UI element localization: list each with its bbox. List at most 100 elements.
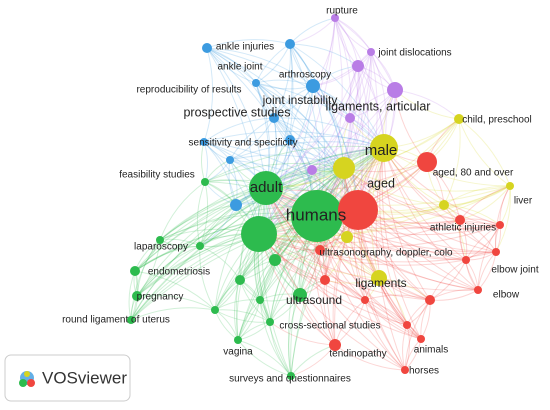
node [256, 296, 264, 304]
edge [130, 233, 260, 321]
edge [265, 185, 511, 206]
edge [406, 299, 431, 326]
edge [343, 167, 461, 221]
node [417, 152, 437, 172]
edge [289, 17, 336, 45]
node-label: endometriosis [148, 267, 210, 278]
node-label: athletic injuries [430, 223, 496, 234]
node [287, 372, 295, 380]
edge [199, 181, 209, 247]
edge [406, 299, 431, 326]
node-label: child, preschool [462, 115, 531, 126]
edge [265, 187, 406, 371]
node [235, 275, 245, 285]
edge [258, 233, 422, 340]
edge [206, 47, 275, 119]
edge [255, 82, 385, 149]
node [462, 256, 470, 264]
node [269, 254, 281, 266]
edge [289, 17, 336, 45]
edge [229, 117, 275, 161]
node-label: horses [409, 366, 439, 377]
edge [265, 17, 336, 189]
edge [265, 187, 431, 301]
edge [495, 185, 511, 253]
labels: rupture ankle injuries ankle joint arthrosc… [62, 6, 539, 385]
edge [343, 167, 497, 253]
edge [258, 233, 467, 266]
edge [203, 141, 237, 206]
edge [203, 117, 275, 143]
node [338, 190, 378, 230]
edge [265, 43, 293, 189]
node-label: pregnancy [137, 292, 184, 303]
edge [265, 161, 428, 192]
edge [258, 147, 385, 235]
node [127, 316, 135, 324]
edge [343, 167, 431, 301]
edge [229, 141, 385, 161]
edge [206, 47, 385, 149]
edge [364, 299, 408, 326]
node [474, 286, 482, 294]
edge [265, 65, 359, 189]
edge [343, 167, 406, 371]
edge [199, 245, 216, 311]
edge [383, 147, 511, 187]
edge [204, 145, 385, 183]
node [241, 216, 277, 252]
edge [214, 309, 271, 323]
edge [206, 47, 359, 211]
edge [206, 47, 267, 189]
edge [495, 185, 511, 253]
edge [258, 17, 336, 235]
edge [130, 245, 201, 321]
node [249, 171, 283, 205]
logo-box [4, 354, 131, 402]
edge [334, 17, 364, 211]
edge [334, 17, 372, 53]
node-label: animals [414, 345, 448, 356]
edge [258, 233, 408, 326]
edge [349, 51, 372, 119]
edge [477, 224, 501, 291]
edge [258, 224, 501, 249]
edge [214, 147, 385, 311]
node-label: ligaments [355, 276, 406, 290]
edge [130, 215, 318, 321]
node [496, 221, 504, 229]
node [156, 236, 164, 244]
edge [334, 344, 406, 371]
node-label: humans [286, 205, 346, 224]
edge [289, 43, 385, 149]
node [293, 288, 307, 302]
edge [204, 159, 231, 183]
node [387, 82, 403, 98]
edge [383, 147, 431, 301]
edge [265, 187, 479, 291]
edge [258, 204, 445, 238]
edge [134, 187, 267, 272]
node [196, 242, 204, 250]
edge [443, 204, 501, 226]
node [341, 231, 353, 243]
node [315, 245, 325, 255]
edge [136, 167, 345, 297]
edge [364, 299, 408, 326]
node-label: aged [367, 176, 395, 190]
edge [290, 167, 345, 377]
edge [204, 159, 231, 183]
node-label: prospective studies [183, 105, 290, 119]
edge [239, 167, 345, 281]
edge [203, 141, 359, 211]
node [454, 114, 464, 124]
node [331, 14, 339, 22]
edge [265, 89, 396, 189]
node-label: sensitivity and specificity [189, 138, 298, 149]
node-label: male [365, 142, 398, 159]
edge [214, 309, 271, 323]
node [307, 165, 317, 175]
edge [375, 147, 406, 371]
node [201, 178, 209, 186]
